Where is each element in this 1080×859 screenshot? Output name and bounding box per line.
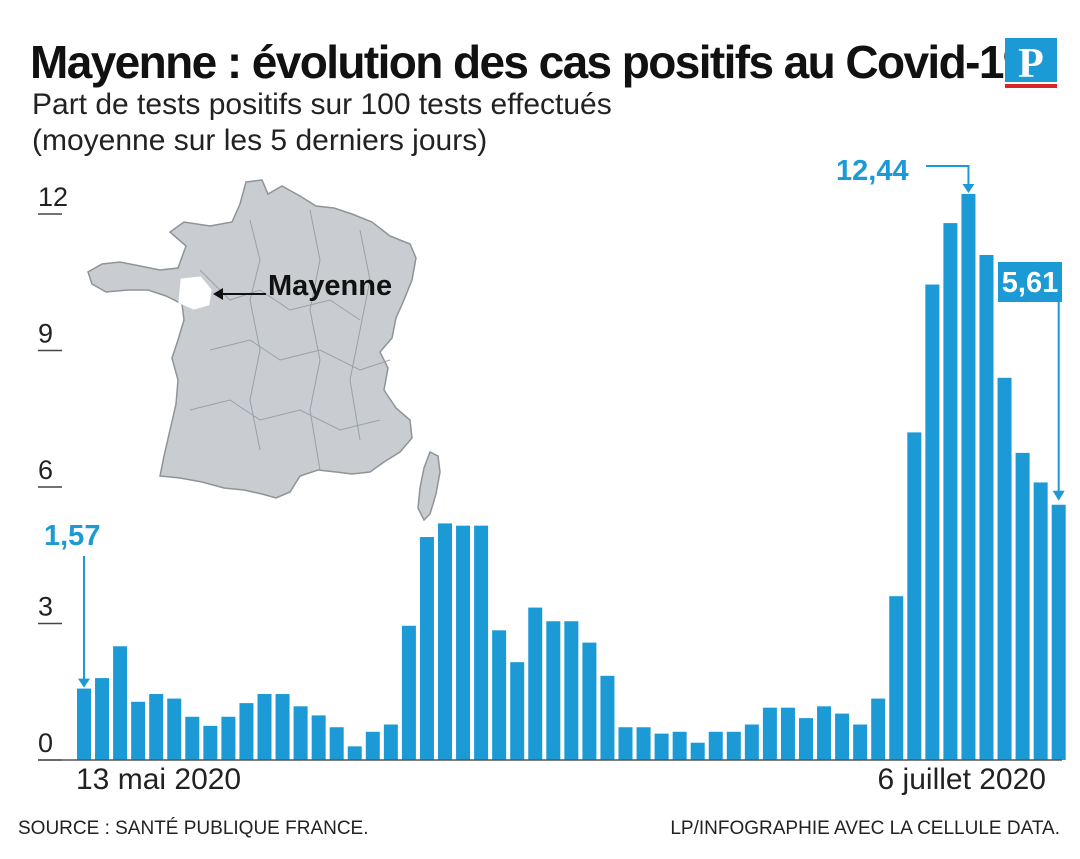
bar [221,716,236,760]
bar [708,731,723,760]
bar [113,646,128,760]
credit-note: LP/INFOGRAPHIE AVEC LA CELLULE DATA. [670,818,1060,839]
bar [835,713,850,760]
bar [943,223,958,761]
bar [672,731,687,760]
bar [77,688,91,761]
bar [1033,482,1048,760]
bar [257,694,272,760]
bar [1051,504,1066,761]
annotation-last-arrowhead [1052,490,1065,501]
bar [564,621,579,761]
bar [961,193,976,761]
bar [744,724,759,760]
chart-subtitle-line2: (moyenne sur les 5 derniers jours) [32,124,487,157]
x-end-label: 6 juillet 2020 [878,763,1046,796]
bar [853,724,868,760]
annotation-peak-line [926,165,970,186]
bar [131,701,146,760]
bar [871,698,886,761]
bar [383,724,398,760]
france-map-inset: Mayenne [87,179,441,522]
logo-underline [1005,84,1057,88]
bar [618,727,633,760]
logo-letter: P [1018,41,1044,87]
france-mainland-shape [87,179,417,499]
y-tick-label: 0 [38,728,53,758]
bar [726,731,741,760]
bar [365,731,380,760]
bar [690,742,705,760]
bar [907,432,922,760]
map-label-mayenne: Mayenne [268,270,392,302]
annotation-start-value: 1,57 [44,520,100,552]
bar [799,718,813,760]
annotation-peak-value: 12,44 [836,155,909,187]
bar [492,630,507,761]
bar [582,642,597,760]
bar [167,698,182,761]
bars [77,193,1066,761]
bar [401,625,416,760]
bar [329,727,344,760]
annotations: 1,57 12,44 5,61 [44,155,1065,688]
bar [1015,452,1030,761]
bar [636,727,651,760]
bar [347,746,362,760]
annotation-last-value: 5,61 [1002,267,1058,299]
bar [925,284,940,760]
chart-subtitle-line1: Part de tests positifs sur 100 tests eff… [32,88,612,121]
source-note: SOURCE : SANTÉ PUBLIQUE FRANCE. [18,818,369,839]
annotation-last-value-box [998,262,1062,302]
bar [528,607,543,761]
x-start-label: 13 mai 2020 [76,763,241,796]
bar [654,733,669,760]
chart-title: Mayenne : évolution des cas positifs au … [30,36,1027,88]
y-axis: 0 3 6 9 12 [38,182,68,761]
y-tick-label: 9 [38,319,53,349]
map-pointer-arrowhead [213,288,223,300]
bar [546,621,561,761]
bar [419,537,434,760]
mayenne-highlight [178,276,212,310]
logo-background [1005,38,1057,82]
annotation-start-arrowhead [78,678,90,688]
bar [474,525,489,760]
bar [600,675,615,760]
bar [275,694,290,760]
bar [510,662,525,760]
annotation-peak-arrowhead [962,183,975,193]
y-tick-label: 12 [38,182,68,212]
bar [185,716,200,760]
bar [979,254,994,760]
corsica-shape [417,450,441,522]
bar [889,596,904,760]
bar [149,694,164,760]
bar [762,707,777,760]
bar [95,678,110,760]
y-tick-label: 3 [38,592,53,622]
bar [203,725,218,761]
bar [293,706,308,760]
publisher-logo: P [1005,38,1057,88]
bar [311,715,326,760]
bar [817,706,832,760]
y-tick-label: 6 [38,455,53,485]
bar [438,523,452,760]
bar [239,703,254,761]
bar [780,707,795,760]
bar [456,525,471,760]
bar [997,377,1012,760]
